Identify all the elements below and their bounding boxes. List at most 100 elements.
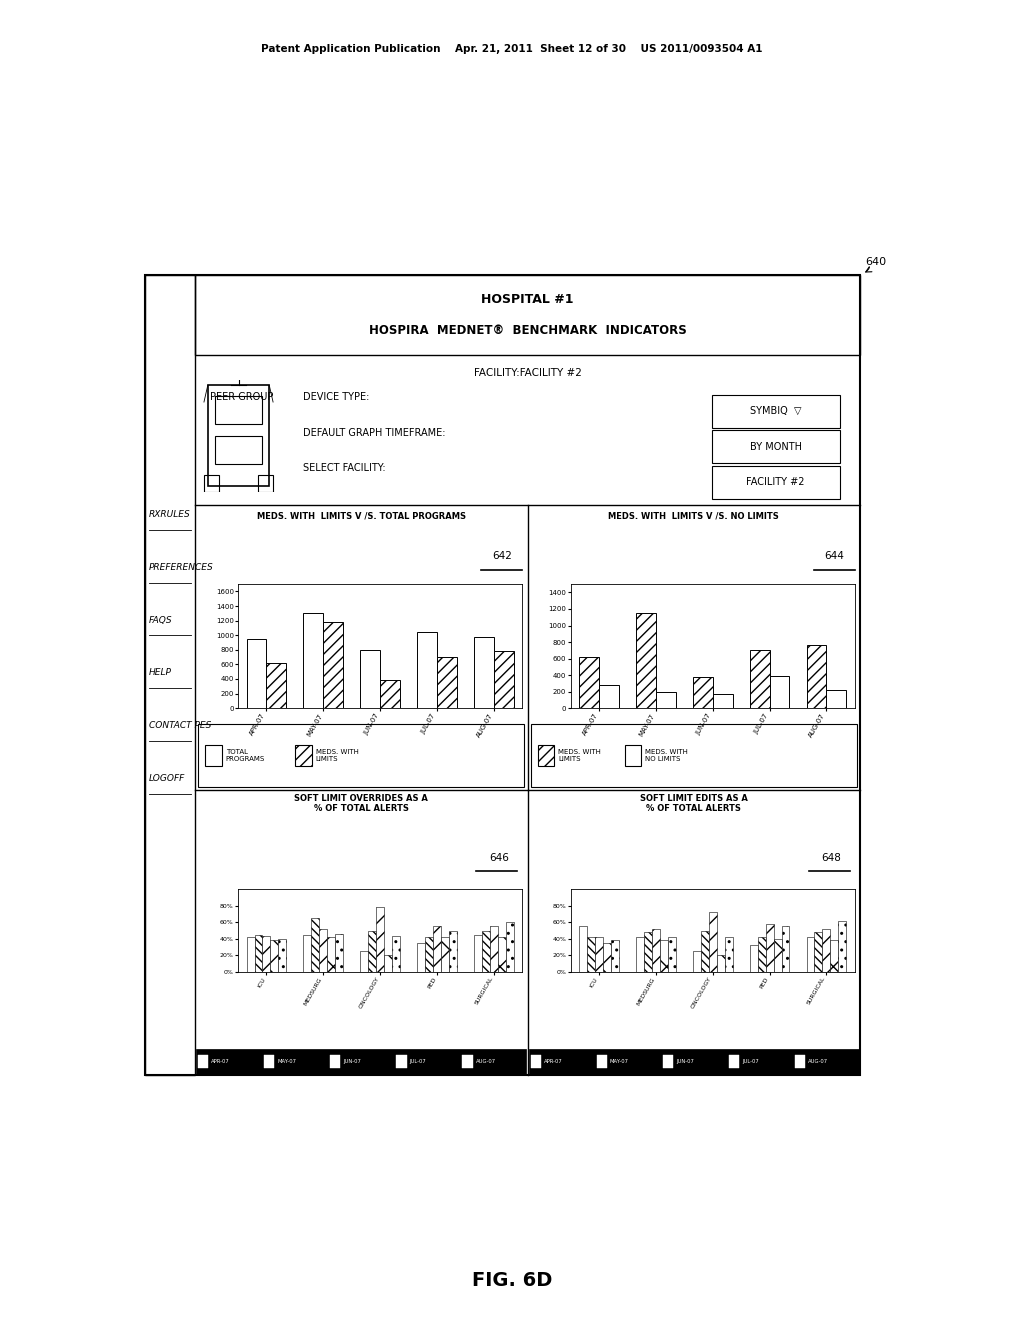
Bar: [247, 937, 255, 972]
Bar: [773, 939, 781, 972]
Text: MEDS. WITH
LIMITS: MEDS. WITH LIMITS: [558, 750, 601, 762]
Text: JUL-07: JUL-07: [742, 1059, 759, 1064]
Text: JUN-07: JUN-07: [676, 1059, 694, 1064]
Text: SOFT LIMIT OVERRIDES AS A
% OF TOTAL ALERTS: SOFT LIMIT OVERRIDES AS A % OF TOTAL ALE…: [294, 793, 428, 813]
Text: PREFERENCES: PREFERENCES: [150, 562, 214, 572]
Bar: [652, 929, 659, 972]
Bar: [303, 614, 324, 708]
Bar: [328, 937, 335, 972]
Text: TOTAL
PROGRAMS: TOTAL PROGRAMS: [225, 750, 265, 762]
Bar: [668, 937, 676, 972]
Bar: [384, 956, 392, 972]
Text: MEDS. WITH
NO LIMITS: MEDS. WITH NO LIMITS: [645, 750, 688, 762]
Bar: [449, 931, 457, 972]
Bar: [587, 937, 595, 972]
Text: HOSPIRA  MEDNET®  BENCHMARK  INDICATORS: HOSPIRA MEDNET® BENCHMARK INDICATORS: [369, 325, 686, 338]
Text: SELECT FACILITY:: SELECT FACILITY:: [302, 463, 385, 474]
Bar: [506, 923, 514, 972]
Text: RXRULES: RXRULES: [150, 510, 190, 519]
Text: AUG-07: AUG-07: [476, 1059, 496, 1064]
Bar: [750, 651, 770, 708]
Text: 642: 642: [492, 552, 512, 561]
Text: JUN-07: JUN-07: [344, 1059, 361, 1064]
Bar: [636, 612, 655, 708]
Bar: [822, 929, 830, 972]
Text: HELP: HELP: [150, 668, 172, 677]
Bar: [655, 692, 676, 708]
Bar: [717, 956, 725, 972]
Bar: [494, 651, 514, 708]
Bar: [376, 907, 384, 972]
Text: MEDS. WITH  LIMITS V /S. NO LIMITS: MEDS. WITH LIMITS V /S. NO LIMITS: [608, 512, 779, 520]
Bar: [437, 657, 457, 708]
Bar: [579, 657, 599, 708]
Text: Patent Application Publication    Apr. 21, 2011  Sheet 12 of 30    US 2011/00935: Patent Application Publication Apr. 21, …: [261, 44, 763, 54]
Bar: [369, 931, 376, 972]
Bar: [335, 933, 343, 972]
Text: 640: 640: [865, 257, 886, 267]
Text: PEER GROUP: PEER GROUP: [210, 392, 273, 403]
Bar: [830, 940, 839, 972]
Bar: [425, 937, 433, 972]
Bar: [482, 931, 489, 972]
Bar: [417, 942, 425, 972]
Text: FACILITY #2: FACILITY #2: [746, 478, 805, 487]
Bar: [474, 636, 494, 708]
Bar: [441, 937, 449, 972]
Bar: [579, 927, 587, 972]
Text: MEDS. WITH  LIMITS V /S. TOTAL PROGRAMS: MEDS. WITH LIMITS V /S. TOTAL PROGRAMS: [257, 512, 466, 520]
Text: BY MONTH: BY MONTH: [750, 442, 802, 451]
Bar: [725, 937, 732, 972]
Text: SOFT LIMIT EDITS AS A
% OF TOTAL ALERTS: SOFT LIMIT EDITS AS A % OF TOTAL ALERTS: [640, 793, 748, 813]
Bar: [713, 694, 732, 708]
Bar: [311, 919, 319, 972]
Bar: [781, 927, 790, 972]
Text: AUG-07: AUG-07: [808, 1059, 828, 1064]
Text: MAY-07: MAY-07: [610, 1059, 629, 1064]
Bar: [270, 940, 279, 972]
Text: APR-07: APR-07: [211, 1059, 230, 1064]
Bar: [750, 945, 758, 972]
Bar: [324, 622, 343, 708]
Text: SYMBIQ  ▽: SYMBIQ ▽: [750, 407, 801, 416]
Bar: [262, 936, 270, 972]
Bar: [693, 952, 700, 972]
Bar: [709, 912, 717, 972]
Text: JUL-07: JUL-07: [410, 1059, 426, 1064]
Text: MEDS. WITH
LIMITS: MEDS. WITH LIMITS: [315, 750, 358, 762]
Text: LOGOFF: LOGOFF: [150, 774, 185, 783]
Text: 646: 646: [488, 853, 509, 863]
Bar: [474, 935, 482, 972]
Bar: [247, 639, 266, 708]
Bar: [360, 649, 380, 708]
Bar: [215, 396, 261, 425]
Bar: [266, 663, 287, 708]
Bar: [839, 920, 847, 972]
Bar: [417, 631, 437, 708]
Bar: [498, 937, 506, 972]
Bar: [303, 935, 311, 972]
Text: HOSPITAL #1: HOSPITAL #1: [481, 293, 573, 306]
Bar: [380, 680, 400, 708]
Bar: [659, 940, 668, 972]
Bar: [644, 932, 652, 972]
Bar: [595, 937, 603, 972]
Bar: [392, 936, 400, 972]
Bar: [807, 937, 814, 972]
Text: DEFAULT GRAPH TIMEFRAME:: DEFAULT GRAPH TIMEFRAME:: [302, 428, 445, 438]
Bar: [826, 690, 847, 708]
Bar: [758, 937, 766, 972]
Bar: [636, 937, 644, 972]
Text: 648: 648: [821, 853, 842, 863]
Text: FACILITY:FACILITY #2: FACILITY:FACILITY #2: [473, 368, 582, 379]
Bar: [814, 932, 822, 972]
Bar: [700, 931, 709, 972]
Text: DEVICE TYPE:: DEVICE TYPE:: [302, 392, 369, 403]
Text: 644: 644: [824, 552, 845, 561]
Bar: [770, 676, 790, 708]
Bar: [693, 677, 713, 708]
Bar: [215, 436, 261, 463]
Bar: [433, 927, 441, 972]
Bar: [766, 924, 773, 972]
Bar: [611, 940, 618, 972]
